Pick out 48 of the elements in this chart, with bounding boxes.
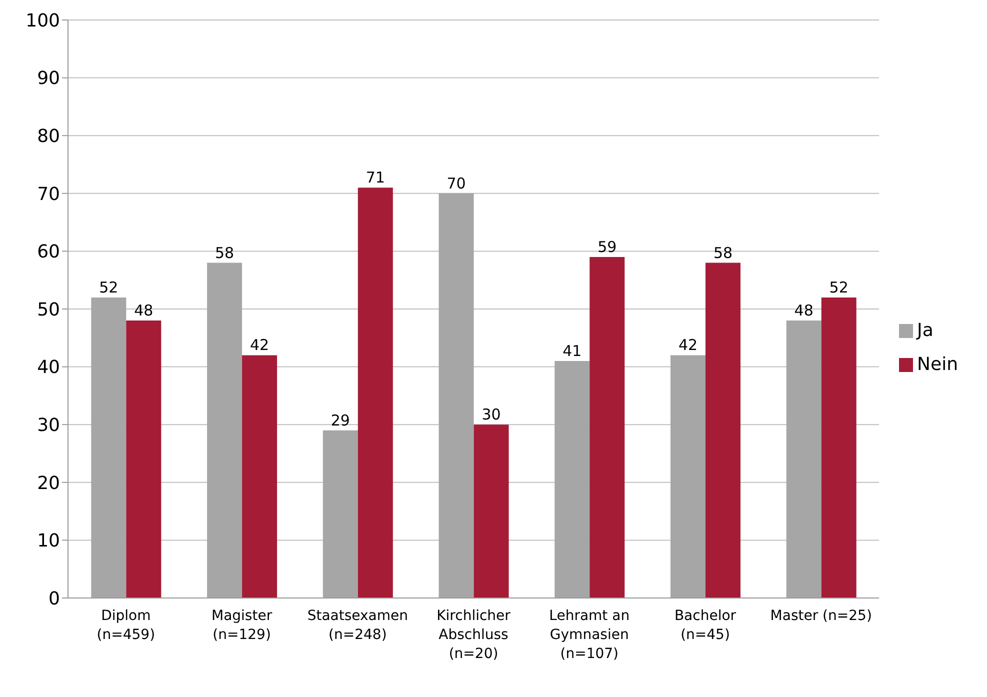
bar — [91, 297, 126, 598]
bar — [705, 262, 740, 598]
y-tick-label: 60 — [37, 242, 60, 263]
y-tick-label: 0 — [48, 588, 60, 610]
bar — [322, 430, 358, 598]
bar — [242, 355, 278, 598]
data-label: 52 — [99, 278, 118, 296]
y-tick-label: 10 — [37, 530, 60, 552]
x-tick-label: Bachelor (n=45) — [674, 608, 736, 643]
y-tick-label: 50 — [37, 299, 60, 320]
y-tick-label: 30 — [37, 414, 60, 436]
x-tick-label: Lehramt an Gymnasien (n=107) — [549, 608, 630, 662]
x-tick-label: Master (n=25) — [770, 608, 872, 624]
y-tick-label: 100 — [26, 10, 60, 32]
x-tick-label: Diplom (n=459) — [96, 608, 156, 643]
data-label: 29 — [330, 411, 350, 430]
data-label: 48 — [794, 302, 814, 320]
bar — [554, 361, 590, 598]
data-label: 59 — [598, 238, 617, 256]
data-label: 48 — [134, 302, 154, 320]
legend-label: Ja — [917, 320, 934, 341]
bar — [474, 424, 509, 598]
y-tick-label: 20 — [37, 472, 60, 494]
data-label: 41 — [562, 342, 582, 360]
data-label: 42 — [250, 336, 270, 354]
data-label: 30 — [482, 406, 501, 424]
data-label: 58 — [214, 244, 234, 262]
y-tick-label: 90 — [37, 68, 60, 90]
bar — [786, 320, 822, 598]
bar — [821, 297, 856, 598]
y-tick-label: 70 — [37, 184, 60, 205]
bar — [358, 188, 393, 598]
bar — [670, 355, 706, 598]
data-label: 52 — [829, 278, 848, 296]
data-label: 71 — [366, 168, 385, 187]
data-label: 42 — [678, 336, 698, 354]
y-tick-label: 40 — [37, 357, 60, 378]
x-tick-label: Magister (n=129) — [212, 608, 272, 643]
legend-label: Nein — [917, 354, 958, 375]
data-label: 58 — [713, 244, 733, 262]
bar — [438, 193, 474, 598]
data-label: 70 — [446, 174, 466, 192]
bar — [126, 320, 162, 598]
x-tick-label: Kirchlicher Abschluss (n=20) — [436, 608, 511, 662]
y-tick-label: 80 — [37, 126, 60, 147]
bar — [207, 262, 242, 598]
bar — [590, 256, 625, 598]
x-tick-label: Staatsexamen (n=248) — [307, 608, 408, 643]
